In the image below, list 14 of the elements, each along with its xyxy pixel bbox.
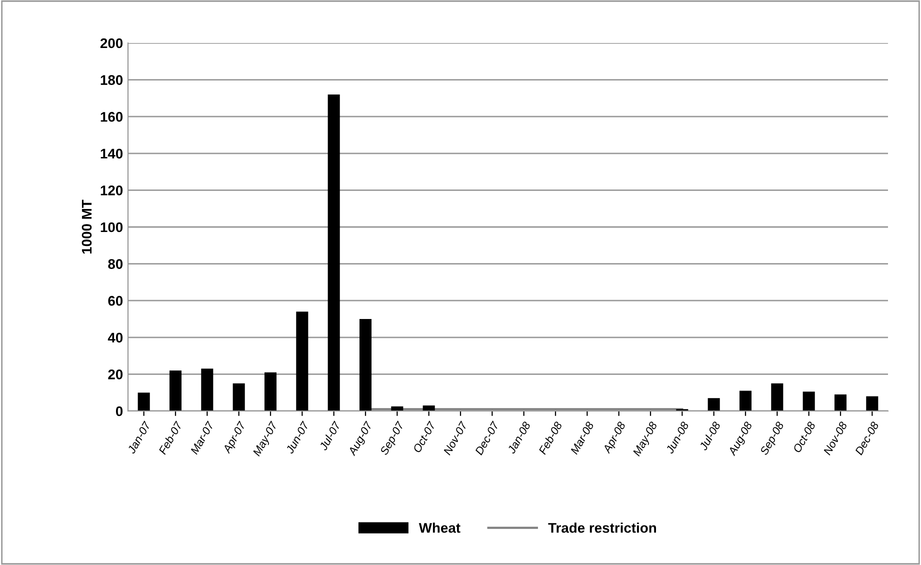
y-tick-label: 140 [100,148,123,159]
y-tick-label: 40 [108,332,123,343]
y-tick-label: 200 [100,38,123,48]
y-axis-title: 1000 MT [82,200,92,254]
y-tick-label: 180 [100,75,123,85]
y-tick-label: 100 [100,222,123,232]
y-tick-label: 160 [100,112,123,122]
legend-label: Trade restriction [548,522,656,533]
y-tick-label: 20 [108,370,123,380]
legend-label: Wheat [418,522,460,533]
y-tick-label: 80 [108,259,123,269]
y-tick-label: 0 [116,406,123,416]
y-tick-label: 60 [108,296,123,306]
y-tick-label: 120 [100,186,123,196]
